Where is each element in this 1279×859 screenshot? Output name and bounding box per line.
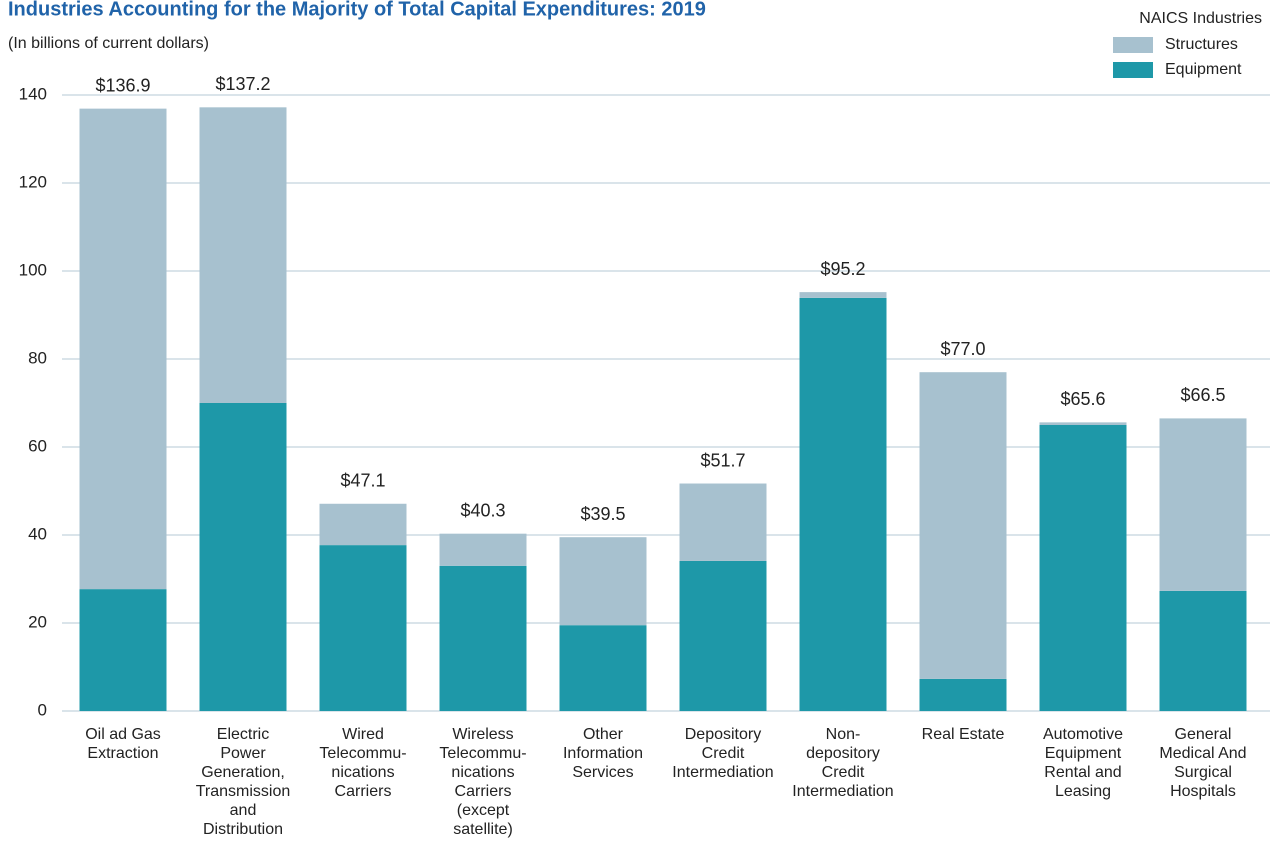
- bar-segment: [799, 297, 887, 711]
- x-tick-label: Electric Power Generation, Transmission …: [195, 726, 291, 838]
- total-label: $40.3: [460, 500, 505, 520]
- y-tick-label: 80: [28, 348, 47, 367]
- y-tick-label: 120: [19, 172, 47, 191]
- total-label: $65.6: [1060, 389, 1105, 409]
- chart-subtitle: (In billions of current dollars): [8, 35, 209, 52]
- total-label: $66.5: [1180, 385, 1225, 405]
- y-tick-label: 60: [28, 436, 47, 455]
- legend-swatch: [1113, 62, 1153, 78]
- bar-segment: [919, 678, 1007, 711]
- y-tick-label: 100: [19, 260, 47, 279]
- total-label: $39.5: [580, 504, 625, 524]
- y-tick-label: 0: [38, 700, 47, 719]
- x-tick-label: Other Information Services: [562, 726, 644, 781]
- y-tick-label: 140: [19, 84, 47, 103]
- total-label: $136.9: [95, 75, 150, 95]
- bar-segment: [439, 533, 527, 566]
- bar-segment: [559, 537, 647, 626]
- x-tick-label: Depository Credit Intermediation: [672, 726, 774, 781]
- total-label: $51.7: [700, 450, 745, 470]
- total-label: $137.2: [215, 74, 270, 94]
- x-tick-label: Wired Telecommu- nications Carriers: [319, 726, 407, 800]
- bar-segment: [799, 292, 887, 298]
- y-tick-label: 20: [28, 612, 47, 631]
- total-label: $47.1: [340, 471, 385, 491]
- bar-segment: [199, 107, 287, 403]
- x-tick-label: General Medical And Surgical Hospitals: [1159, 726, 1247, 800]
- bar-segment: [319, 503, 407, 546]
- legend-title: NAICS Industries: [1139, 10, 1262, 27]
- chart-title: Industries Accounting for the Majority o…: [8, 0, 706, 20]
- bar-segment: [1159, 418, 1247, 591]
- total-label: $95.2: [820, 259, 865, 279]
- x-tick-label: Oil ad Gas Extraction: [85, 726, 161, 762]
- y-tick-label: 40: [28, 524, 47, 543]
- bar-segment: [919, 372, 1007, 679]
- legend-swatch: [1113, 37, 1153, 53]
- x-tick-label: Real Estate: [921, 726, 1005, 743]
- total-label: $77.0: [940, 339, 985, 359]
- bar-segment: [679, 560, 767, 711]
- bar-segment: [79, 589, 167, 711]
- bar-segment: [439, 565, 527, 711]
- bar-segment: [199, 403, 287, 711]
- bar-segment: [319, 545, 407, 711]
- x-tick-label: Non- depository Credit Intermediation: [792, 726, 894, 800]
- x-tick-label: Automotive Equipment Rental and Leasing: [1042, 726, 1124, 800]
- legend-label: Structures: [1165, 36, 1238, 53]
- bar-segment: [1039, 422, 1127, 425]
- bar-segment: [559, 625, 647, 711]
- x-tick-label: Wireless Telecommu- nications Carriers (…: [439, 726, 527, 838]
- bar-segment: [1159, 590, 1247, 711]
- legend-label: Equipment: [1165, 61, 1242, 78]
- bar-segment: [679, 483, 767, 561]
- bar-segment: [1039, 425, 1127, 711]
- bar-segment: [79, 108, 167, 590]
